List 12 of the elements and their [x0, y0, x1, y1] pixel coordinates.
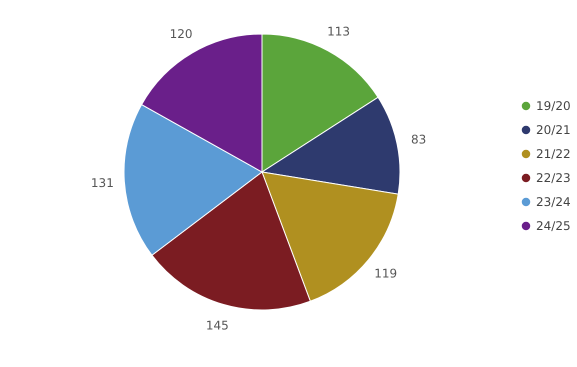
legend-label: 24/25 — [536, 219, 571, 233]
legend-label: 20/21 — [536, 123, 571, 137]
data-label: 145 — [206, 318, 229, 333]
legend-label: 22/23 — [536, 171, 571, 185]
data-label: 83 — [410, 132, 426, 146]
data-label: 120 — [170, 26, 193, 41]
legend-label: 23/24 — [536, 195, 571, 209]
legend-label: 21/22 — [536, 147, 571, 161]
data-label: 113 — [327, 24, 350, 39]
data-label: 131 — [90, 176, 114, 190]
legend-label: 19/20 — [536, 99, 571, 113]
data-label: 119 — [374, 266, 398, 280]
